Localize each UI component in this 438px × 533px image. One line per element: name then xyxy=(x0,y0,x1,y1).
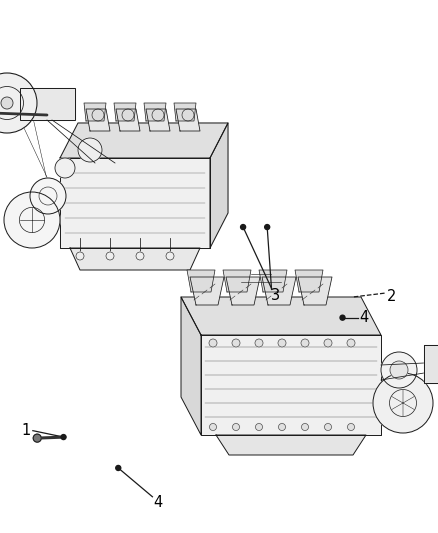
Circle shape xyxy=(166,252,174,260)
Polygon shape xyxy=(216,435,366,455)
Circle shape xyxy=(240,224,246,230)
Bar xyxy=(424,345,438,383)
Circle shape xyxy=(232,339,240,347)
Polygon shape xyxy=(187,270,215,292)
Polygon shape xyxy=(60,158,210,248)
Circle shape xyxy=(55,158,75,178)
Circle shape xyxy=(325,424,332,431)
Circle shape xyxy=(209,424,216,431)
Polygon shape xyxy=(181,297,381,335)
Circle shape xyxy=(390,361,408,379)
Polygon shape xyxy=(176,109,200,131)
Circle shape xyxy=(76,252,84,260)
Polygon shape xyxy=(144,103,166,121)
Polygon shape xyxy=(181,297,201,435)
Circle shape xyxy=(279,424,286,431)
Circle shape xyxy=(265,224,270,230)
Circle shape xyxy=(0,73,37,133)
Circle shape xyxy=(78,138,102,162)
Circle shape xyxy=(278,339,286,347)
Polygon shape xyxy=(226,277,260,305)
Circle shape xyxy=(255,424,262,431)
Polygon shape xyxy=(86,109,110,131)
Circle shape xyxy=(106,252,114,260)
Circle shape xyxy=(1,97,13,109)
Circle shape xyxy=(255,339,263,347)
Text: 1: 1 xyxy=(21,423,31,438)
Polygon shape xyxy=(262,277,296,305)
Circle shape xyxy=(33,434,41,442)
Circle shape xyxy=(381,352,417,388)
Text: 4: 4 xyxy=(359,310,368,325)
Polygon shape xyxy=(190,277,224,305)
Circle shape xyxy=(301,339,309,347)
Polygon shape xyxy=(84,103,106,121)
Circle shape xyxy=(373,373,433,433)
Polygon shape xyxy=(259,270,287,292)
Polygon shape xyxy=(116,109,140,131)
Polygon shape xyxy=(146,109,170,131)
Text: 3: 3 xyxy=(272,288,280,303)
Circle shape xyxy=(324,339,332,347)
Circle shape xyxy=(347,339,355,347)
Polygon shape xyxy=(114,103,136,121)
Bar xyxy=(424,345,438,383)
Polygon shape xyxy=(295,270,323,292)
Circle shape xyxy=(347,424,354,431)
Polygon shape xyxy=(223,270,251,292)
Circle shape xyxy=(30,178,66,214)
Bar xyxy=(20,88,75,120)
Bar xyxy=(20,88,75,120)
Text: 4: 4 xyxy=(153,495,162,510)
Polygon shape xyxy=(210,123,228,248)
Polygon shape xyxy=(174,103,196,121)
Circle shape xyxy=(4,192,60,248)
Polygon shape xyxy=(70,248,200,270)
Circle shape xyxy=(233,424,240,431)
Circle shape xyxy=(301,424,308,431)
Circle shape xyxy=(340,315,345,320)
Circle shape xyxy=(116,465,121,471)
Text: 2: 2 xyxy=(386,289,396,304)
Circle shape xyxy=(209,339,217,347)
Polygon shape xyxy=(60,123,228,158)
Polygon shape xyxy=(201,335,381,435)
Circle shape xyxy=(136,252,144,260)
Circle shape xyxy=(61,434,66,440)
Polygon shape xyxy=(298,277,332,305)
